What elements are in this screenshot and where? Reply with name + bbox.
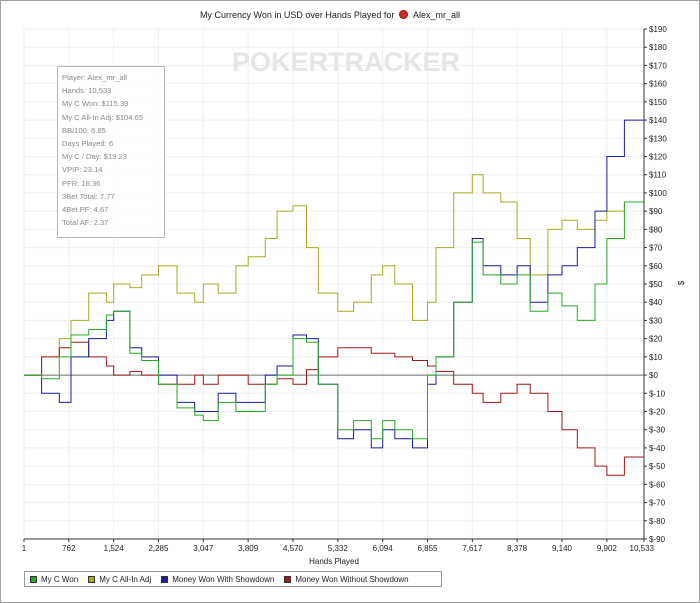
y-tick-label: $110 xyxy=(649,171,667,180)
chart-legend: My C Won My C All-In Adj Money Won With Sh… xyxy=(24,571,442,587)
y-tick-label: $30 xyxy=(649,316,663,325)
x-tick-label: 5,332 xyxy=(328,544,349,553)
x-tick-label: 9,902 xyxy=(597,544,618,553)
y-tick-label: $-70 xyxy=(649,499,666,508)
y-tick-label: $80 xyxy=(649,225,663,234)
series-line-my-c-allin-adj xyxy=(24,174,645,376)
y-tick-label: $50 xyxy=(649,280,663,289)
x-tick-label: 2,285 xyxy=(148,544,169,553)
y-tick-label: $90 xyxy=(649,207,663,216)
stat-line: 3Bet Total: 7.77 xyxy=(62,191,115,201)
series-layer xyxy=(24,92,645,476)
y-tick-label: $150 xyxy=(649,98,667,107)
y-tick-label: $120 xyxy=(649,153,667,162)
y-tick-label: $-40 xyxy=(649,444,666,453)
y-tick-label: $70 xyxy=(649,244,663,253)
stat-line: Hands: 10,533 xyxy=(62,86,112,96)
y-axis-label: $ xyxy=(677,280,686,285)
stat-line: BB/100: 6.85 xyxy=(62,125,106,135)
x-axis-label: Hands Played xyxy=(309,557,359,566)
legend-label: My C All-In Adj xyxy=(99,574,152,584)
y-tick-label: $190 xyxy=(649,25,667,34)
legend-swatch xyxy=(88,575,96,583)
x-tick-label: 6,094 xyxy=(373,544,394,553)
y-tick-label: $0 xyxy=(649,371,658,380)
x-tick-label: 4,570 xyxy=(283,544,304,553)
x-tick-label: 8,378 xyxy=(507,544,528,553)
y-tick-label: $-20 xyxy=(649,408,666,417)
legend-label: My C Won xyxy=(41,574,79,584)
stat-line: PFR: 18.36 xyxy=(62,178,101,188)
y-tick-label: $-60 xyxy=(649,480,666,489)
stat-line: Player: Alex_mr_all xyxy=(62,73,127,82)
stat-line: Days Played: 6 xyxy=(62,139,114,149)
legend-label: Money Won Without Showdown xyxy=(295,574,409,584)
x-tick-label: 1,524 xyxy=(104,544,125,553)
watermark: POKERTRACKER xyxy=(232,47,460,77)
x-tick-label: 7,617 xyxy=(462,544,483,553)
pokertracker-logo-icon xyxy=(398,10,408,19)
stat-line: Total AF: 2.37 xyxy=(62,218,109,228)
legend-swatch xyxy=(284,575,292,583)
series-line-my-c-won xyxy=(24,165,645,440)
axis-layer: $190 $180 $170 $160 $150 $140 $130 $120 $110 $100… xyxy=(22,25,668,553)
series-line-money-won-without-showdown xyxy=(24,341,645,476)
stat-line: VPIP: 23.14 xyxy=(62,165,103,175)
legend-label: Money Won With Showdown xyxy=(172,574,275,584)
stat-line: My C / Day: $19.23 xyxy=(62,152,127,162)
stat-line: My C Won: $115.39 xyxy=(62,99,129,109)
y-tick-label: $160 xyxy=(649,80,667,89)
y-tick-label: $-30 xyxy=(649,426,666,435)
y-tick-label: $140 xyxy=(649,116,667,125)
y-tick-label: $10 xyxy=(649,353,663,362)
legend-item-my-c-allin-adj: My C All-In Adj xyxy=(88,575,151,584)
x-tick-label: 1 xyxy=(22,544,27,553)
x-tick-label: 3,809 xyxy=(238,544,259,553)
player-stats-panel: Player: Alex_mr_all Hands: 10,533 My C Won… xyxy=(57,66,165,238)
chart-title: My Currency Won in USD over Hands Played… xyxy=(0,10,660,20)
y-tick-label: $40 xyxy=(649,298,663,307)
legend-swatch xyxy=(161,575,169,583)
legend-item-my-c-won: My C Won xyxy=(30,575,78,584)
stat-line: 4Bet PF: 4.67 xyxy=(62,205,109,215)
x-tick-label: 3,047 xyxy=(193,544,214,553)
y-tick-label: $-80 xyxy=(649,517,666,526)
y-tick-label: $170 xyxy=(649,61,667,70)
chart-title-text: My Currency Won in USD over Hands Played… xyxy=(200,10,395,20)
x-tick-label: 6,855 xyxy=(417,544,438,553)
y-tick-label: $20 xyxy=(649,335,663,344)
y-tick-label: $-90 xyxy=(649,535,666,544)
y-tick-label: $-50 xyxy=(649,462,666,471)
chart-title-player: Alex_mr_all xyxy=(412,10,460,20)
y-tick-label: $60 xyxy=(649,262,663,271)
legend-item-money-won-without-showdown: Money Won Without Showdown xyxy=(284,574,409,584)
y-tick-label: $-10 xyxy=(649,389,666,398)
y-tick-label: $100 xyxy=(649,189,667,198)
y-tick-label: $130 xyxy=(649,134,667,143)
legend-swatch xyxy=(30,575,37,583)
x-tick-label: 9,140 xyxy=(552,544,573,553)
x-tick-label: 762 xyxy=(62,544,76,553)
stat-line: My C All-In Adj: $104.65 xyxy=(62,112,144,122)
y-tick-label: $180 xyxy=(649,43,667,52)
legend-item-money-won-with-showdown: Money Won With Showdown xyxy=(161,575,274,584)
x-tick-label: 10,533 xyxy=(630,544,655,553)
